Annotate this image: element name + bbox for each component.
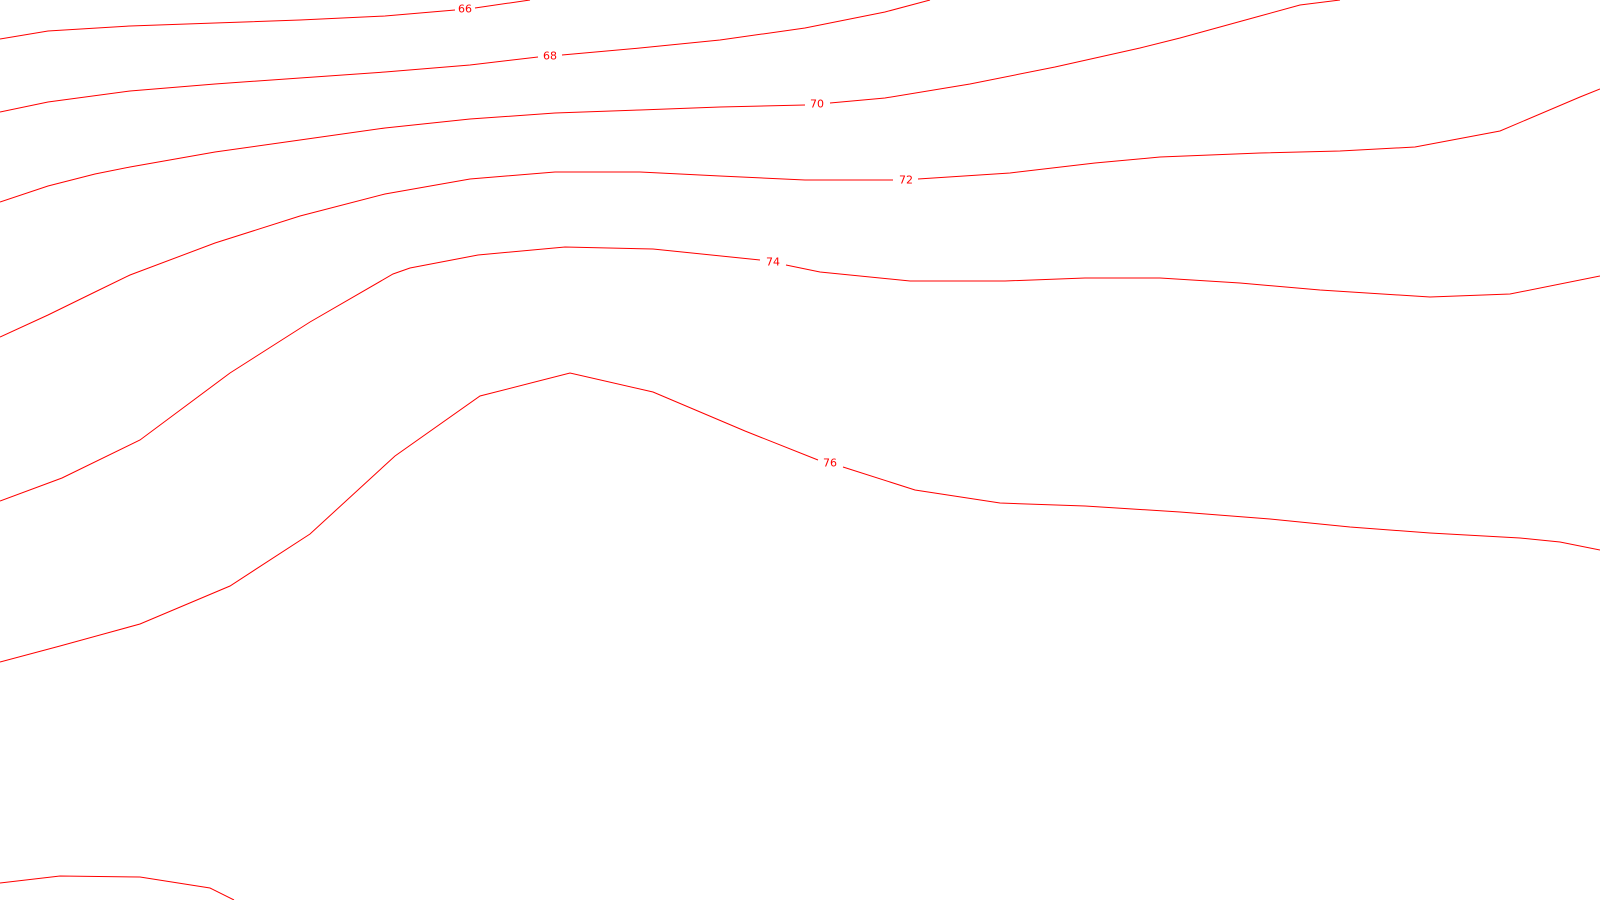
- contour-line-72-path: [0, 88, 1600, 338]
- contour-line-68-path: [0, 0, 931, 113]
- contour-line-74-path: [0, 246, 1600, 502]
- contour-line-bottom: [0, 875, 235, 901]
- contour-line-70: 70: [0, 0, 1341, 203]
- contour-line-72: 72: [0, 88, 1600, 338]
- contour-label-66: 66: [458, 3, 472, 16]
- contour-label-76: 76: [823, 457, 837, 470]
- contour-line-bottom-path: [0, 875, 235, 901]
- contour-line-70-path: [0, 0, 1341, 203]
- contour-label-70: 70: [810, 98, 824, 111]
- contour-label-68: 68: [543, 50, 557, 63]
- contour-line-66-path: [0, 0, 531, 40]
- contour-line-76: 76: [0, 372, 1600, 663]
- contour-line-68: 68: [0, 0, 931, 113]
- contour-label-74: 74: [766, 256, 780, 269]
- contour-line-66: 66: [0, 0, 531, 40]
- contour-label-72: 72: [899, 174, 913, 187]
- contour-line-74: 74: [0, 246, 1600, 502]
- contour-line-76-path: [0, 372, 1600, 663]
